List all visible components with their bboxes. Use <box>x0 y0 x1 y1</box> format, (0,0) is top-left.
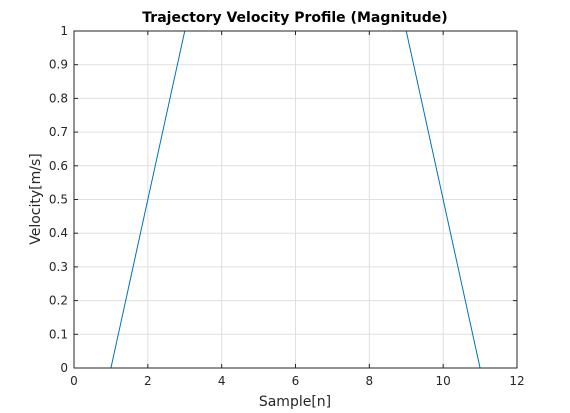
axis-ticks: 0 2 4 6 8 10 12 0 0.1 0.2 0.3 0.4 0.5 0.6 0.7 0.8 0.9 1 <box>49 24 525 388</box>
y-tick-label: 0.5 <box>49 193 68 207</box>
y-tick-label: 0.4 <box>49 226 68 240</box>
y-tick-label: 0.8 <box>49 91 68 105</box>
y-tick-label: 1 <box>60 24 68 38</box>
y-tick-label: 0.3 <box>49 260 68 274</box>
x-tick-label: 0 <box>70 374 78 388</box>
x-tick-label: 8 <box>366 374 374 388</box>
y-tick-label: 0.7 <box>49 125 68 139</box>
y-tick-label: 0.2 <box>49 294 68 308</box>
y-tick-label: 0.6 <box>49 159 68 173</box>
y-axis-label: Velocity[m/s] <box>28 153 44 245</box>
y-tick-label: 0.1 <box>49 327 68 341</box>
x-tick-label: 4 <box>218 374 226 388</box>
x-tick-label: 12 <box>509 374 524 388</box>
x-tick-label: 10 <box>436 374 451 388</box>
x-axis-label: Sample[n] <box>259 394 331 410</box>
y-tick-label: 0.9 <box>49 58 68 72</box>
chart-title: Trajectory Velocity Profile (Magnitude) <box>142 10 447 26</box>
y-tick-label: 0 <box>60 361 68 375</box>
x-tick-label: 6 <box>292 374 300 388</box>
x-tick-label: 2 <box>144 374 152 388</box>
